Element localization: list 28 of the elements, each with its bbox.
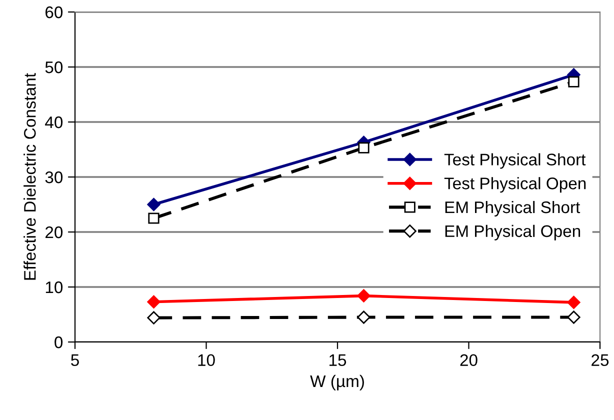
y-tick-label: 20 [45,226,63,238]
y-tick-label: 30 [45,171,63,184]
legend-label: EM Physical Open [445,224,580,240]
point [357,310,370,324]
point [358,142,370,154]
y-tick-label: 0 [54,336,63,348]
legend-label: Test Physical Open [444,177,586,193]
y-tick-label: 10 [46,281,63,294]
x-tick-label: 10 [198,354,215,366]
point [147,198,160,212]
legend-label: EM Physical Short [445,200,580,217]
x-axis-title: W (µm) [310,374,364,390]
point [147,311,160,324]
x-tick-label: 5 [71,354,79,366]
x-tick-label: 15 [330,354,346,366]
x-tick-label: 20 [460,354,478,366]
x-tick-label: 25 [592,354,609,366]
point [568,76,580,88]
y-tick-label: 60 [46,6,63,18]
point [567,310,580,324]
legend-label: Test Physical Short [444,153,586,169]
point [147,295,160,308]
point [148,212,160,224]
y-tick-label: 40 [45,116,63,128]
y-axis-title: Effective Dielectric Constant [24,73,36,280]
point [567,296,580,309]
y-tick-label: 50 [45,61,63,74]
point [357,289,370,302]
